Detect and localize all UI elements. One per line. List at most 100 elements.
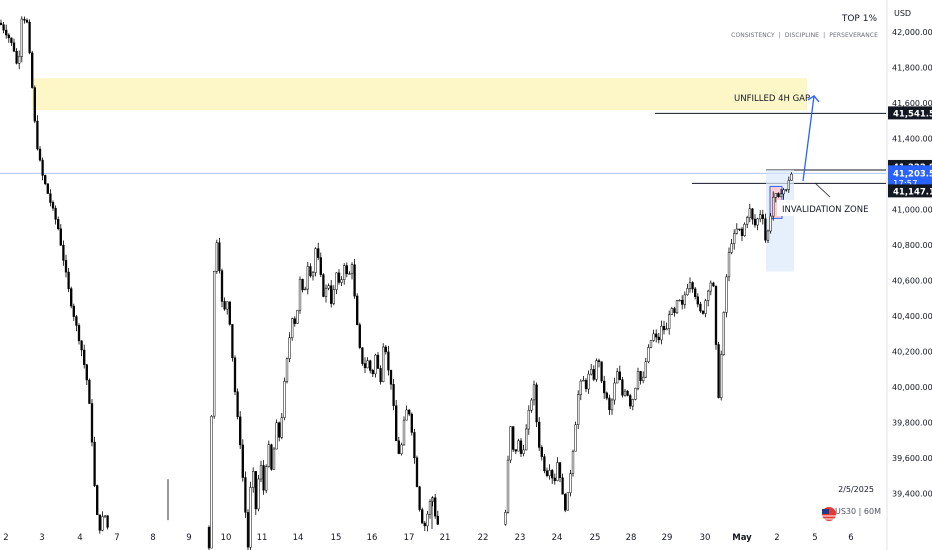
candle-body (709, 282, 712, 292)
brand-title: TOP 1% (841, 14, 878, 24)
candle-body (296, 309, 299, 324)
candle-body (678, 299, 681, 302)
candle-body (59, 228, 62, 246)
candle-body (23, 18, 26, 21)
candle-body (590, 369, 593, 375)
candle-body (62, 244, 65, 261)
price-axis[interactable]: 42,000.00 41,800.00 41,600.00 41,400.00 41,2… (892, 28, 932, 499)
candle-body (722, 312, 725, 355)
candle-body (252, 471, 255, 488)
candle-body (366, 360, 369, 369)
candle-body (38, 148, 42, 161)
candle-body (426, 513, 429, 527)
candle-body (106, 515, 109, 528)
candle-body (517, 440, 520, 452)
candle-body (712, 282, 715, 287)
candle-body (764, 218, 767, 241)
candle-body (103, 515, 107, 517)
candle-body (241, 444, 244, 478)
candle-body (714, 285, 718, 345)
candle-body (301, 278, 304, 291)
candle-body (759, 214, 762, 220)
candle-body (509, 426, 512, 461)
candle-body (262, 465, 265, 491)
date-tick-label: 22 (478, 533, 489, 543)
candle-body (774, 193, 777, 198)
candle-body (649, 340, 653, 348)
candle-body (348, 273, 351, 275)
candle-body (98, 514, 101, 531)
candle-body (623, 390, 627, 396)
candle-body (681, 299, 684, 305)
candle-body (314, 248, 317, 273)
candle-body (101, 516, 104, 531)
candle-body (402, 419, 406, 446)
date-tick-label: 5 (812, 533, 817, 543)
date-tick-label: 17 (404, 533, 415, 543)
candle-body (592, 369, 595, 380)
candle-body (532, 384, 536, 401)
candle-body (231, 324, 234, 359)
candle-body (790, 173, 793, 181)
candle-body (322, 274, 325, 297)
candle-body (215, 242, 218, 272)
candle-body (504, 512, 507, 525)
candle-body (67, 271, 70, 289)
candle-body (608, 397, 611, 411)
candle-body (725, 276, 728, 313)
candle-body (683, 294, 686, 305)
candle-body (769, 215, 772, 232)
candle-body (213, 271, 216, 417)
candle-body (423, 522, 426, 527)
candle-body (691, 282, 694, 290)
candle-body (376, 354, 380, 369)
price-tick-label: 39,600.00 (892, 454, 932, 463)
candle-body (7, 34, 10, 39)
candle-body (374, 354, 377, 375)
candle-body (603, 380, 606, 394)
date-tick-label: 10 (221, 533, 232, 543)
date-tick-label: 11 (257, 533, 268, 543)
price-tick-label: 39,400.00 (892, 490, 932, 499)
unfilled-gap-zone (32, 78, 807, 111)
candle-body (527, 410, 530, 430)
invalidation-label-box (777, 200, 863, 216)
candle-body (639, 371, 642, 381)
candle-body (0, 22, 3, 25)
candle-body (738, 228, 741, 231)
candle-body (748, 208, 751, 218)
candles-group (0, 16, 793, 550)
candle-body (408, 409, 411, 415)
candle-body (535, 384, 538, 423)
candle-body (621, 379, 624, 396)
candle-body (662, 325, 666, 331)
candle-body (363, 363, 367, 369)
candle-body (571, 450, 575, 474)
date-tick-label: 4 (77, 533, 82, 543)
candle-body (579, 380, 582, 395)
candle-body (36, 120, 39, 150)
time-axis[interactable]: 2 3 4 7 8 9 10 11 14 15 16 17 21 22 23 24 25 28 29 30 May 2 5 6 (3, 533, 853, 543)
candle-body (540, 447, 543, 457)
candle-body (293, 318, 296, 324)
us-flag-icon (822, 507, 836, 521)
bottom-date: 2/5/2025 (838, 485, 874, 494)
symbol-label: US30 | 60M (835, 507, 881, 516)
candle-body (512, 426, 515, 450)
candle-body (735, 228, 738, 234)
candle-body (753, 218, 757, 226)
candle-body (704, 300, 707, 314)
candle-body (70, 288, 73, 307)
price-tick-label: 40,800.00 (892, 241, 932, 250)
candle-body (343, 265, 346, 280)
candle-body (740, 228, 744, 236)
candle-body (618, 371, 621, 380)
candle-body (421, 509, 424, 524)
candle-body (410, 413, 413, 433)
candle-body (673, 308, 676, 313)
candle-body (41, 159, 44, 176)
date-tick-label: 6 (848, 533, 853, 543)
candle-body (782, 189, 785, 195)
candle-body (696, 296, 699, 305)
